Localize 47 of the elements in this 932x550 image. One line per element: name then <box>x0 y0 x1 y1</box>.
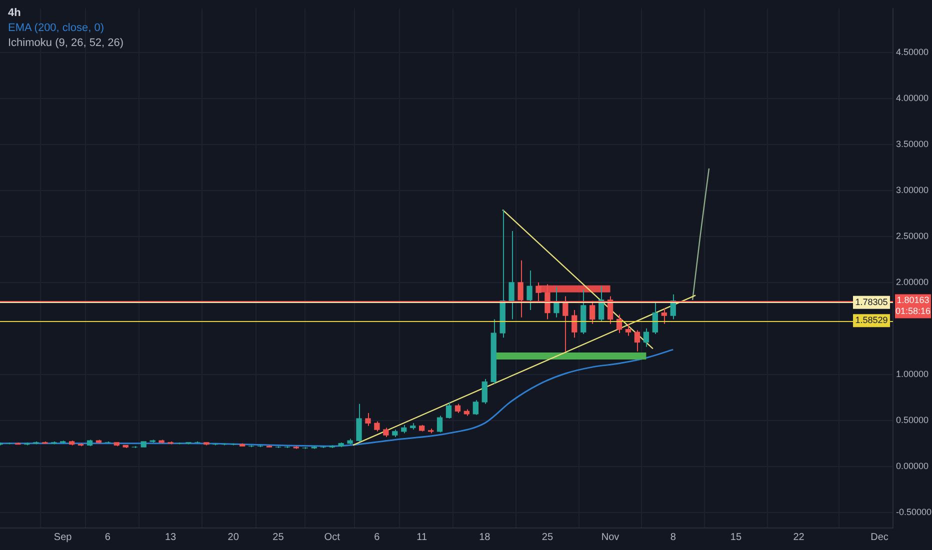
candlestick <box>60 440 66 444</box>
ref-line-label: 1.80163 <box>896 295 930 306</box>
x-tick-label: 25 <box>542 532 554 543</box>
y-tick-label: 0.00000 <box>896 460 929 471</box>
candlestick <box>311 446 317 450</box>
y-tick-label: 4.50000 <box>896 47 929 58</box>
candlestick <box>132 446 138 448</box>
x-tick-label: Sep <box>54 532 72 543</box>
x-tick-label: Dec <box>870 532 888 543</box>
candlestick <box>104 441 111 444</box>
annotation: Ichimoku (9, 26, 52, 26) <box>8 36 124 51</box>
candlestick <box>194 441 200 444</box>
x-tick-label: 8 <box>670 532 676 543</box>
y-tick-label: 3.00000 <box>896 184 929 195</box>
candlestick <box>284 446 290 448</box>
x-tick-label: Nov <box>601 532 620 543</box>
x-tick-label: 22 <box>793 532 805 543</box>
y-tick-label: 3.50000 <box>896 138 929 149</box>
y-tick-label: 2.50000 <box>896 230 929 241</box>
y-tick-label: 4.00000 <box>896 93 929 104</box>
y-tick-label: -0.50000 <box>896 506 932 517</box>
candlestick <box>338 442 344 448</box>
candlestick <box>275 446 282 448</box>
text: 01:58:16 <box>895 306 931 316</box>
ref-line-label: 1.58529 <box>855 315 888 326</box>
x-tick-label: 20 <box>228 532 240 543</box>
line-series <box>0 348 674 447</box>
x-tick-label: 18 <box>479 532 491 543</box>
x-tick-label: 13 <box>164 532 177 543</box>
x-tick-label: 15 <box>730 532 742 543</box>
x-tick-label: Oct <box>324 532 340 543</box>
candlestick <box>204 442 210 446</box>
y-tick-label: 1.00000 <box>896 368 929 379</box>
ref-line-label: 1.78305 <box>855 296 888 307</box>
x-tick-label: 6 <box>104 532 111 543</box>
candlestick <box>293 446 299 450</box>
chart-title: 4h <box>8 6 22 21</box>
y-tick-label: 2.00000 <box>896 276 929 287</box>
text: EMA (200, close, 0) <box>8 21 105 36</box>
candlestick <box>320 446 326 448</box>
x-tick-label: 6 <box>374 532 380 543</box>
x-tick-label: 25 <box>272 532 284 543</box>
candlestick <box>428 428 434 434</box>
y-tick-label: 0.50000 <box>896 414 929 425</box>
x-tick-label: 11 <box>416 532 428 543</box>
candlestick <box>302 446 308 450</box>
candlestick <box>365 412 371 426</box>
